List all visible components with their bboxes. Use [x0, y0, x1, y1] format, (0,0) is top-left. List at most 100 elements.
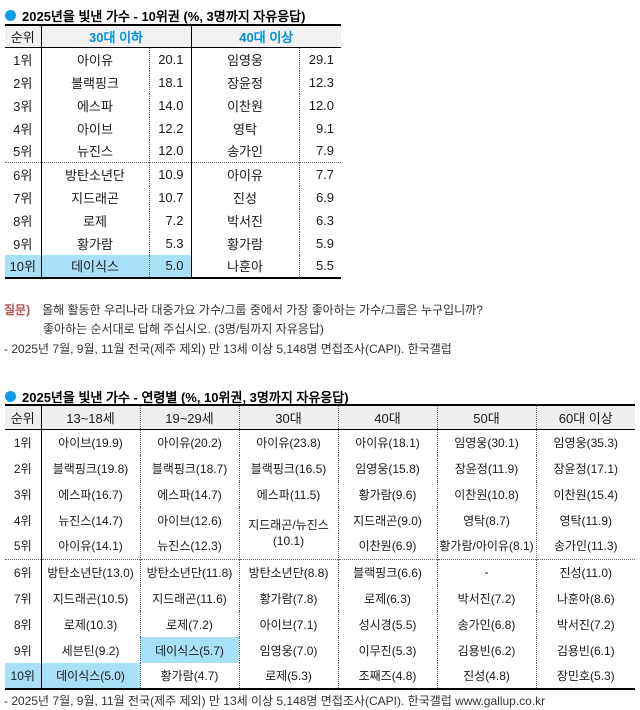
artist-cell: 임영웅(30.1) — [436, 429, 536, 455]
artist-cell: 황가람 — [77, 236, 113, 252]
artist-cell: 김용빈(6.1) — [535, 637, 635, 663]
rank-cell: 7위 — [5, 585, 42, 611]
artist-cell: 송가인(11.3) — [535, 533, 635, 559]
group-header-under30: 30대 이하 — [41, 25, 192, 48]
rank-header: 순위 — [5, 25, 42, 48]
rank-cell: 10위 — [5, 254, 42, 278]
artist-cell-highlighted: 데이식스(5.7) — [139, 637, 239, 663]
artist-cell: 장윤정(11.9) — [436, 455, 536, 481]
artist-cell: 김용빈(6.2) — [436, 637, 536, 663]
group-header-over40: 40대 이상 — [190, 25, 342, 48]
artist-cell: 나훈아(8.6) — [535, 585, 635, 611]
rank-cell: 3위 — [5, 481, 42, 507]
rank-cell: 9위 — [5, 637, 42, 663]
rank-cell: 5위 — [5, 533, 42, 559]
artist-cell: 아이유 — [77, 52, 113, 68]
score-cell: 14.0 — [148, 93, 192, 117]
table-row: 8위 로제(10.3) 로제(7.2) 아이브(7.1) 성시경(5.5) 송가… — [5, 611, 635, 637]
artist-cell: 송가인(6.8) — [436, 611, 536, 637]
by-age-table: 순위 13~18세 19~29세 30대 40대 50대 60대 이상 1위 아… — [5, 404, 635, 690]
artist-cell: 에스파(16.7) — [58, 487, 123, 502]
artist-cell: 황가람/아이유(8.1) — [436, 533, 536, 559]
rank-cell: 3위 — [5, 93, 42, 117]
score-cell: 18.1 — [148, 70, 192, 94]
survey-note: - 2025년 7월, 9월, 11월 전국(제주 제외) 만 13세 이상 5… — [4, 342, 452, 356]
artist-cell: 아이유(23.8) — [238, 429, 338, 455]
table-row: 4위 아이브 12.2 영탁 9.1 — [5, 116, 342, 140]
rank-cell: 5위 — [5, 139, 42, 163]
artist-cell: 블랙핑크(6.6) — [337, 558, 437, 585]
table-row: 1위 아이브(19.9) 아이유(20.2) 아이유(23.8) 아이유(18.… — [5, 429, 635, 455]
table-row: 1위 아이유 20.1 임영웅 29.1 — [5, 47, 342, 71]
artist-cell: 에스파(14.7) — [139, 481, 239, 507]
blue-dot-icon — [5, 10, 16, 21]
artist-cell: 나훈아 — [190, 254, 300, 278]
artist-cell-line1: 지드래곤/뉴진스 — [248, 517, 329, 532]
score-cell: 7.9 — [298, 139, 342, 163]
artist-cell: 뉴진스(12.3) — [139, 533, 239, 559]
artist-cell: 영탁 — [190, 116, 300, 140]
artist-cell: 아이브(12.6) — [139, 507, 239, 533]
age-header-40s: 40대 — [337, 405, 437, 430]
artist-cell: 영탁(11.9) — [535, 507, 635, 533]
artist-cell: 진성(11.0) — [535, 558, 635, 585]
artist-cell: 방탄소년단(8.8) — [238, 558, 338, 585]
table-row: 5위 아이유(14.1) 뉴진스(12.3) 이찬원(6.9) 황가람/아이유(… — [5, 533, 635, 559]
table-row: 3위 에스파 14.0 이찬원 12.0 — [5, 93, 342, 117]
artist-cell: 영탁(8.7) — [436, 507, 536, 533]
score-cell: 5.9 — [298, 231, 342, 255]
header-row: 순위 13~18세 19~29세 30대 40대 50대 60대 이상 — [5, 405, 635, 430]
rank-cell: 4위 — [5, 116, 42, 140]
score-cell: 12.0 — [148, 139, 192, 163]
table-row: 7위 지드래곤(10.5) 지드래곤(11.6) 황가람(7.8) 로제(6.3… — [5, 585, 635, 611]
artist-cell: 장윤정(17.1) — [535, 455, 635, 481]
section-title-top10: 2025년을 빛낸 가수 - 10위권 (%, 3명까지 자유응답) — [5, 6, 305, 25]
table-row-highlighted: 10위 데이식스(5.0) 황가람(4.7) 로제(5.3) 조째즈(4.8) … — [5, 663, 635, 689]
rank-cell: 6위 — [5, 558, 42, 585]
artist-cell: 지드래곤(10.5) — [52, 591, 129, 606]
artist-cell: 이찬원(10.8) — [436, 481, 536, 507]
source-footnote: - 2025년 7월, 9월, 11월 전국(제주 제외) 만 13세 이상 5… — [4, 694, 546, 708]
score-cell: 6.9 — [298, 185, 342, 209]
artist-cell: 임영웅(15.8) — [337, 455, 437, 481]
table-row: 9위 황가람 5.3 황가람 5.9 — [5, 231, 342, 255]
question-label: 질문) — [4, 303, 31, 317]
score-cell: 6.3 — [298, 208, 342, 232]
table-row: 2위 블랙핑크 18.1 장윤정 12.3 — [5, 70, 342, 94]
rank-header: 순위 — [5, 405, 42, 430]
artist-cell: 지드래곤(11.6) — [139, 585, 239, 611]
score-cell: 9.1 — [298, 116, 342, 140]
artist-cell: 아이유 — [190, 162, 300, 186]
age-header-30s: 30대 — [238, 405, 338, 430]
rank-cell: 4위 — [5, 507, 42, 533]
artist-cell: 에스파 — [77, 98, 113, 114]
artist-cell: 임영웅(35.3) — [535, 429, 635, 455]
artist-cell: 박서진(7.2) — [535, 611, 635, 637]
age-header-19-29: 19~29세 — [139, 405, 239, 430]
score-cell-highlighted: 5.0 — [148, 254, 192, 278]
artist-cell: 지드래곤(9.0) — [337, 507, 437, 533]
table-row: 6위 방탄소년단(13.0) 방탄소년단(11.8) 방탄소년단(8.8) 블랙… — [5, 558, 635, 585]
rank-cell: 9위 — [5, 231, 42, 255]
table-row-highlighted: 10위 데이식스 5.0 나훈아 5.5 — [5, 254, 342, 278]
rank-cell: 8위 — [5, 611, 42, 637]
artist-cell: 장윤정 — [190, 70, 300, 94]
table-row: 9위 세븐틴(9.2) 데이식스(5.7) 임영웅(7.0) 이무진(5.3) … — [5, 637, 635, 663]
score-cell: 7.7 — [298, 162, 342, 186]
artist-cell: 뉴진스(14.7) — [58, 513, 123, 528]
artist-cell: 에스파(11.5) — [238, 481, 338, 507]
top10-table: 순위 30대 이하 40대 이상 1위 아이유 20.1 임영웅 29.1 2위… — [5, 24, 342, 279]
blue-dot-icon — [5, 391, 16, 402]
table-row: 3위 에스파(16.7) 에스파(14.7) 에스파(11.5) 황가람(9.6… — [5, 481, 635, 507]
score-cell: 12.0 — [298, 93, 342, 117]
score-cell: 12.2 — [148, 116, 192, 140]
artist-cell: 로제 — [83, 213, 107, 229]
age-header-13-18: 13~18세 — [41, 405, 140, 430]
artist-cell: 아이브 — [77, 121, 113, 137]
question-line1: 질문) 올해 활동한 우리나라 대중가요 가수/그룹 중에서 가장 좋아하는 가수… — [4, 301, 636, 320]
artist-cell: 아이유(18.1) — [337, 429, 437, 455]
artist-cell: 로제(5.3) — [238, 663, 338, 689]
artist-cell: 방탄소년단 — [41, 162, 149, 186]
table-row: 6위 방탄소년단 10.9 아이유 7.7 — [5, 162, 342, 186]
